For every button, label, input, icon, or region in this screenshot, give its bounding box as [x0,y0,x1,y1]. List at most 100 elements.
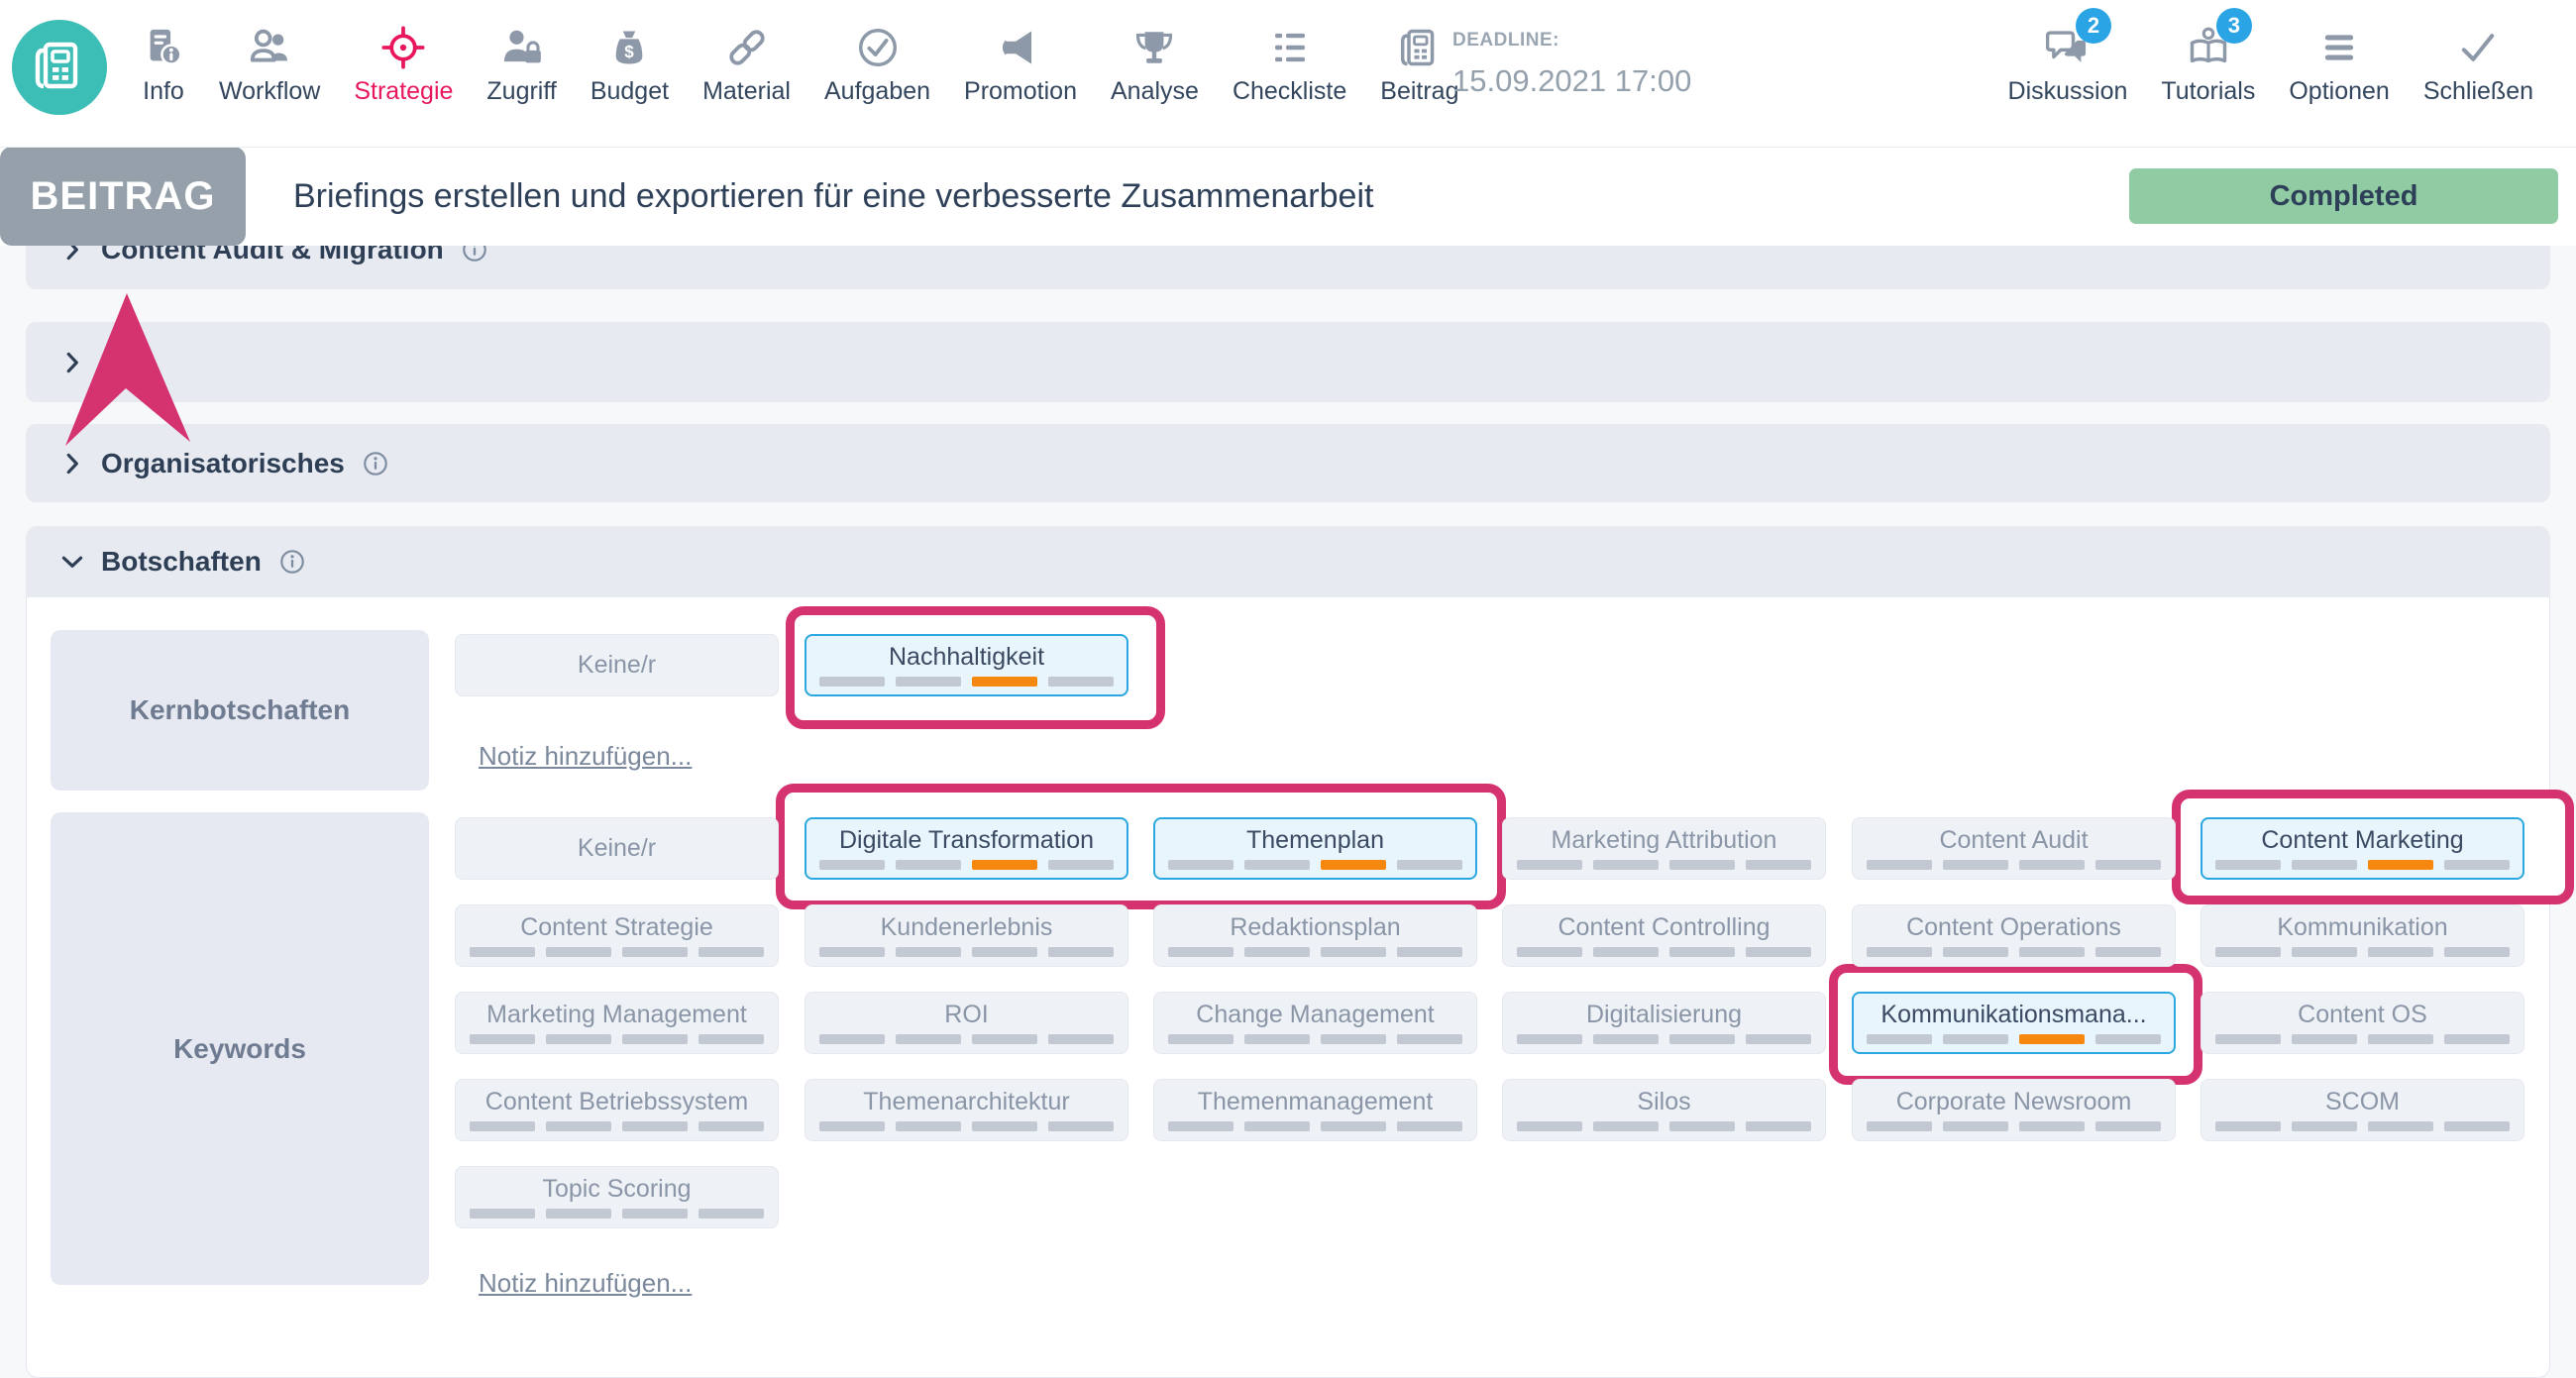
keyword-tag-redaktionsplan[interactable]: Redaktionsplan [1153,904,1477,967]
keyword-tag-change-management[interactable]: Change Management [1153,992,1477,1054]
keyword-tag-keine-r[interactable]: Keine/r [455,634,779,696]
top-toolbar: Info Workflow Strategie Zugriff $ Budget Mater… [0,0,2576,148]
keyword-tag-content-marketing[interactable]: Content Marketing [2200,817,2524,880]
app-logo[interactable] [12,20,107,115]
tag-mini-bars [470,1209,764,1219]
deadline-label: DEADLINE: [1452,30,1559,51]
keyword-tag-roi[interactable]: ROI [805,992,1128,1054]
keyword-tag-content-os[interactable]: Content OS [2200,992,2524,1054]
title-bar: BEITRAG Briefings erstellen und exportie… [0,147,2576,246]
tag-mini-bars [1517,1034,1811,1044]
keyword-tag-marketing-attribution[interactable]: Marketing Attribution [1502,817,1826,880]
keyword-tag-content-controlling[interactable]: Content Controlling [1502,904,1826,967]
tag-mini-bars [1517,947,1811,957]
toolbar-item-budget[interactable]: $ Budget [574,22,686,106]
keyword-tag-content-strategie[interactable]: Content Strategie [455,904,779,967]
newspaper-icon [1398,22,1442,73]
keyword-tag-content-audit[interactable]: Content Audit [1852,817,2176,880]
tag-mini-bars [2215,1121,2510,1131]
toolbar-item-aufgaben[interactable]: Aufgaben [807,22,947,106]
tag-mini-bars [1168,947,1462,957]
tag-mini-bars [819,860,1114,870]
toolbar-item-info[interactable]: Info [125,22,202,106]
toolbar-item-material[interactable]: Material [686,22,807,106]
toolbar-item-strategie[interactable]: Strategie [337,22,470,106]
toolbar-item-beitrag[interactable]: Beitrag [1363,22,1475,106]
toolbar-item-workflow[interactable]: Workflow [202,22,337,106]
tag-mini-bars [2215,947,2510,957]
info-circle-icon[interactable] [277,547,307,577]
page-title: Briefings erstellen und exportieren für … [293,176,1374,215]
keyword-tag-themenmanagement[interactable]: Themenmanagement [1153,1079,1477,1141]
tag-mini-bars [1517,1121,1811,1131]
keyword-tag-keine-r[interactable]: Keine/r [455,817,779,880]
tag-mini-bars [1867,947,2161,957]
keyword-tag-kommunikationsmana[interactable]: Kommunikationsmana... [1852,992,2176,1054]
toolbar-nav: Info Workflow Strategie Zugriff $ Budget Mater… [125,22,1475,106]
keyword-tag-marketing-management[interactable]: Marketing Management [455,992,779,1054]
chat-icon [2045,22,2090,73]
tag-mini-bars [2215,1034,2510,1044]
chevron-right-icon [57,348,87,377]
add-note-link-kernbotschaften[interactable]: Notiz hinzufügen... [479,741,693,771]
botschaften-section-header[interactable]: Botschaften [26,526,2550,597]
newspaper-logo-icon [32,38,87,98]
menu-icon [2317,22,2361,73]
tag-mini-bars [1517,860,1811,870]
keyword-tag-corporate-newsroom[interactable]: Corporate Newsroom [1852,1079,2176,1141]
toolbar-item-schliessen[interactable]: Schließen [2407,22,2550,106]
notification-badge: 3 [2215,8,2252,44]
tag-mini-bars [819,1121,1114,1131]
chevron-right-icon [57,449,87,478]
deadline-value: 15.09.2021 17:00 [1452,63,1692,98]
toolbar-item-tutorials[interactable]: 3 Tutorials [2144,8,2272,106]
keyword-tag-digitale-transformation[interactable]: Digitale Transformation [805,817,1128,880]
tag-mini-bars [1168,860,1462,870]
beitrag-type-badge: BEITRAG [0,147,246,246]
tag-mini-bars [470,1034,764,1044]
keyword-tag-kommunikation[interactable]: Kommunikation [2200,904,2524,967]
keyword-tag-content-betriebssystem[interactable]: Content Betriebssystem [455,1079,779,1141]
keyword-tag-digitalisierung[interactable]: Digitalisierung [1502,992,1826,1054]
tag-mini-bars [470,947,764,957]
tag-mini-bars [1867,860,2161,870]
keyword-tag-content-operations[interactable]: Content Operations [1852,904,2176,967]
book-person-icon [2187,22,2230,73]
keyword-tag-kundenerlebnis[interactable]: Kundenerlebnis [805,904,1128,967]
section-bar-c[interactable]: C [26,322,2550,402]
deadline-block: DEADLINE: 15.09.2021 17:00 [1452,30,1691,99]
keyword-tag-scom[interactable]: SCOM [2200,1079,2524,1141]
keyword-tag-nachhaltigkeit[interactable]: Nachhaltigkeit [805,634,1128,696]
add-note-link-keywords[interactable]: Notiz hinzufügen... [479,1268,693,1298]
money-bag-icon: $ [607,22,651,73]
toolbar-item-diskussion[interactable]: 2 Diskussion [1991,8,2145,106]
keywords-row-label: Keywords [51,812,429,1285]
toolbar-item-zugriff[interactable]: Zugriff [470,22,573,106]
toolbar-right-nav: 2 Diskussion 3 Tutorials Optionen Schließen [1991,8,2550,106]
keyword-tag-topic-scoring[interactable]: Topic Scoring [455,1166,779,1228]
tag-mini-bars [819,947,1114,957]
annotation-arrow-up [65,293,190,446]
tag-mini-bars [1867,1121,2161,1131]
tag-mini-bars [2215,860,2510,870]
tag-mini-bars [819,1034,1114,1044]
toolbar-item-analyse[interactable]: Analyse [1094,22,1216,106]
keyword-tag-silos[interactable]: Silos [1502,1079,1826,1141]
toolbar-item-optionen[interactable]: Optionen [2272,22,2406,106]
chain-icon [725,22,769,73]
section-bar-organisatorisches[interactable]: Organisatorisches [26,424,2550,502]
notification-badge: 2 [2075,8,2111,44]
keyword-tag-themenplan[interactable]: Themenplan [1153,817,1477,880]
toolbar-item-checkliste[interactable]: Checkliste [1216,22,1363,106]
tag-mini-bars [819,677,1114,687]
megaphone-icon [999,22,1042,73]
kernbotschaften-row-label: Kernbotschaften [51,630,429,791]
toolbar-item-promotion[interactable]: Promotion [947,22,1094,106]
info-circle-icon[interactable] [361,449,390,478]
check-icon [2456,22,2500,73]
target-icon [381,22,425,73]
keyword-tag-themenarchitektur[interactable]: Themenarchitektur [805,1079,1128,1141]
status-badge[interactable]: Completed [2129,168,2558,224]
trophy-icon [1132,22,1176,73]
